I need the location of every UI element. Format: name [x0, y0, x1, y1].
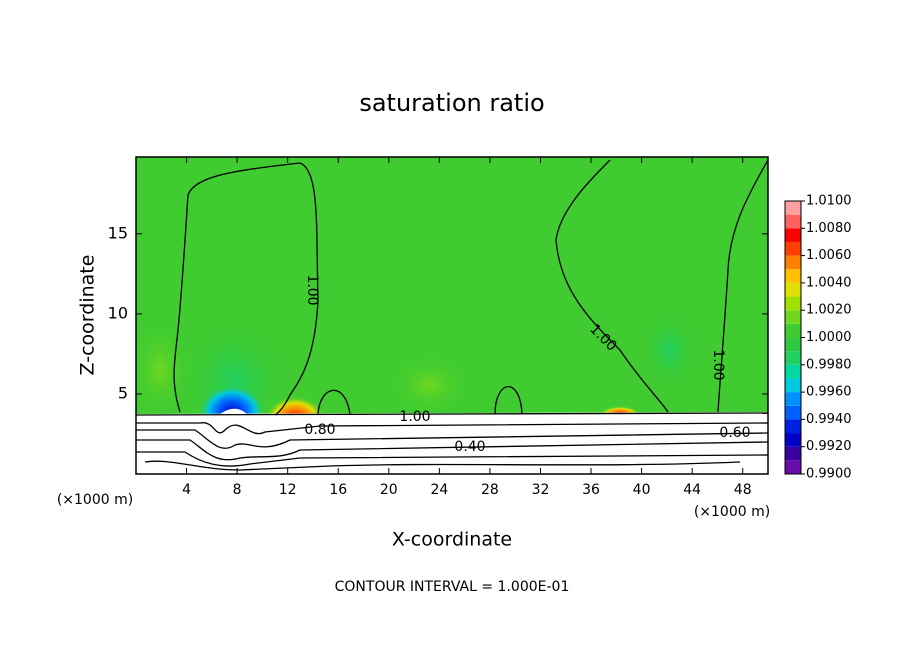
contour-label: 0.80: [304, 422, 335, 438]
contour-label: 1.00: [710, 349, 726, 380]
plot-frame: [135, 156, 769, 475]
colorbar-label: 1.0100: [806, 194, 852, 209]
x-unit: (×1000 m): [694, 504, 770, 520]
x-axis-label: X-coordinate: [392, 529, 512, 551]
field-features: [136, 159, 768, 474]
colorbar-band: [785, 310, 801, 324]
contour-label: 1.00: [304, 274, 320, 305]
y-tick-label: 10: [108, 303, 128, 322]
colorbar-band: [785, 446, 801, 461]
colorbar-band: [785, 405, 801, 420]
colorbar-band: [785, 364, 801, 379]
x-tick-label: 28: [481, 482, 499, 498]
colorbar-label: 1.0060: [806, 248, 852, 263]
x-tick-label: 4: [182, 482, 191, 498]
colorbar-band: [785, 378, 801, 393]
y-axis-label: Z-coordinate: [77, 255, 99, 376]
y-unit: (×1000 m): [57, 492, 133, 508]
colorbar-band: [785, 433, 801, 447]
colorbar-band: [785, 351, 801, 365]
colorbar-label: 0.9900: [806, 467, 852, 482]
colorbar-label: 1.0080: [806, 221, 852, 236]
x-tick-label: 40: [633, 482, 651, 498]
colorbar-band: [785, 214, 801, 229]
colorbar-band: [785, 337, 801, 352]
colorbar-band: [785, 419, 801, 434]
x-tick-label: 36: [582, 482, 600, 498]
colorbar-label: 0.9960: [806, 385, 852, 400]
x-tick-label: 48: [734, 482, 752, 498]
footer: CONTOUR INTERVAL = 1.000E-01: [335, 579, 570, 595]
colorbar-band: [785, 282, 801, 297]
x-tick-label: 16: [329, 482, 347, 498]
chart-title: saturation ratio: [359, 89, 544, 117]
colorbar-band: [785, 392, 801, 406]
contour-label: 0.60: [719, 425, 750, 441]
contour-label: 1.00: [399, 409, 430, 425]
x-tick-label: 24: [430, 482, 448, 498]
colorbar-band: [785, 296, 801, 311]
y-tick-label: 5: [118, 383, 128, 402]
colorbar-band: [785, 201, 801, 215]
y-tick-label: 15: [108, 223, 128, 242]
colorbar-band: [785, 241, 801, 256]
colorbar-label: 1.0000: [806, 330, 852, 345]
x-tick-label: 12: [279, 482, 297, 498]
x-tick-label: 32: [532, 482, 550, 498]
colorbar-band: [785, 323, 801, 338]
colorbar-band: [785, 228, 801, 242]
colorbar-band: [785, 460, 801, 474]
colorbar-band: [785, 255, 801, 270]
x-tick-label: 8: [233, 482, 242, 498]
colorbar-band: [785, 269, 801, 283]
colorbar-label: 1.0020: [806, 303, 852, 318]
contour-label: 0.40: [454, 439, 485, 455]
colorbar-label: 0.9920: [806, 439, 852, 454]
colorbar-label: 0.9940: [806, 412, 852, 427]
colorbar-label: 1.0040: [806, 275, 852, 290]
x-tick-label: 20: [380, 482, 398, 498]
x-tick-label: 44: [683, 482, 701, 498]
colorbar-label: 0.9980: [806, 357, 852, 372]
